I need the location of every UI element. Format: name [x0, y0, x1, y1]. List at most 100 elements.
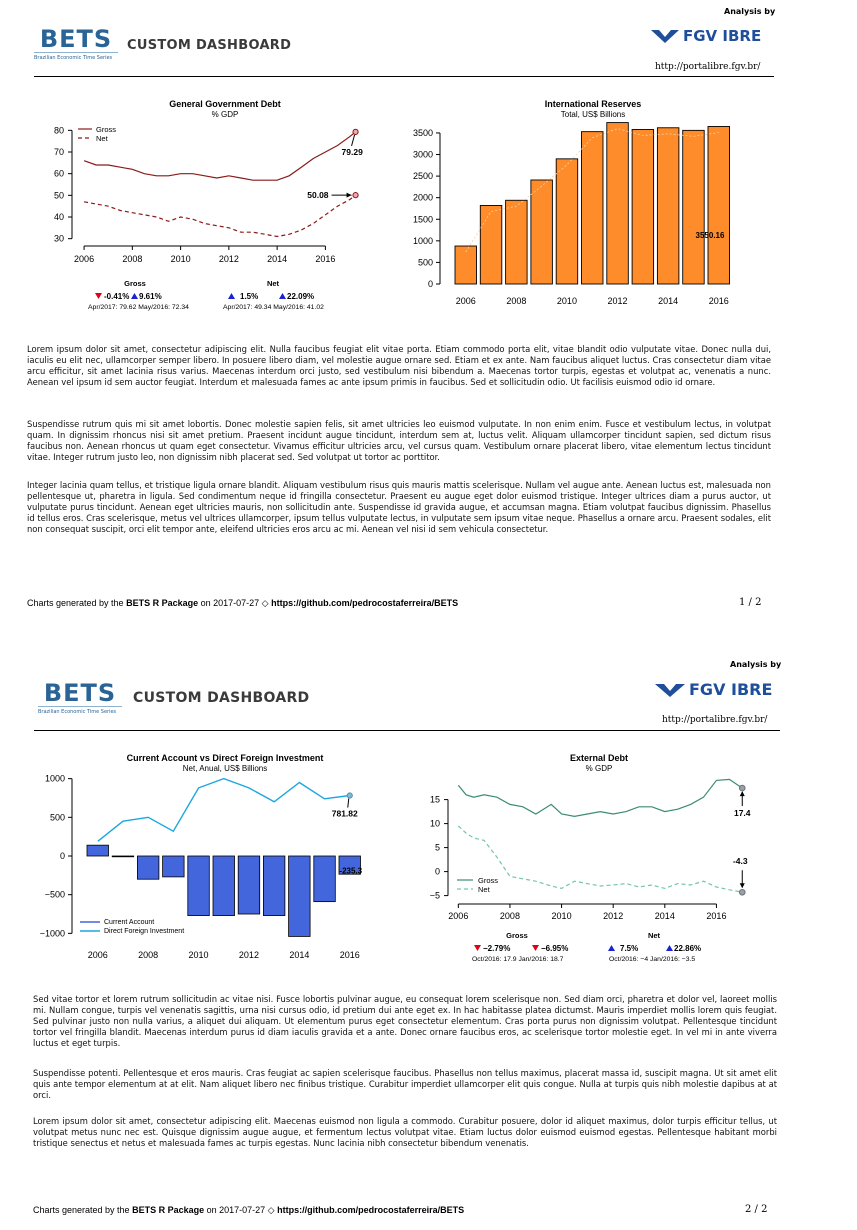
page2-paragraph-3: Lorem ipsum dolor sit amet, consectetur … [33, 1116, 777, 1148]
fgv-ibre-label: FGV IBRE [683, 27, 762, 45]
legend-label-net: Net [478, 885, 491, 894]
y-tick-label: 70 [54, 147, 64, 157]
fgv-chevron-icon [651, 30, 679, 43]
x-tick-label: 2006 [74, 254, 94, 264]
bar-end-label: 3550.16 [696, 231, 725, 240]
fgv-ibre-logo: FGV IBRE [651, 27, 761, 45]
bar-2008 [505, 199, 528, 285]
bets-subtitle: Brazilian Economic Time Series [38, 709, 117, 715]
x-tick-label: 2016 [706, 911, 726, 921]
up-triangle-icon [228, 293, 235, 299]
stats-gross-label: Gross [124, 279, 146, 288]
x-tick-label: 2016 [315, 254, 335, 264]
header-rule [34, 76, 774, 77]
stats-gross-detail: Oct/2016: 17.9 Jan/2016: 18.7 [472, 956, 564, 963]
stats-gross-change-2: 9.61% [139, 292, 162, 301]
y-tick-label: 1500 [413, 214, 433, 224]
y-tick-label: 500 [50, 812, 65, 822]
portal-url[interactable]: http://portalibre.fgv.br/ [662, 715, 768, 725]
bar-2012 [237, 855, 261, 915]
footer-link[interactable]: https://github.com/pedrocostaferreira/BE… [277, 1205, 465, 1215]
chart-subtitle: Net, Anual, US$ Billions [183, 764, 268, 773]
x-tick-label: 2006 [456, 296, 476, 306]
bar-2016 [338, 855, 361, 875]
end-point [738, 888, 746, 896]
x-tick-label: 2014 [267, 254, 287, 264]
x-tick-label: 2008 [138, 950, 158, 960]
y-tick-label: 15 [430, 795, 440, 805]
bar-2010 [555, 158, 579, 285]
footer-package: BETS R Package [132, 1205, 205, 1215]
end-point [352, 192, 359, 199]
y-tick-label: −500 [45, 890, 65, 900]
fgv-ibre-label: FGV IBRE [689, 680, 773, 699]
x-tick-label: 2016 [340, 950, 360, 960]
bar-2013 [262, 855, 286, 916]
stats-net-detail: Apr/2017: 49.34 May/2016: 41.02 [223, 304, 324, 311]
chart-subtitle: % GDP [212, 110, 239, 119]
legend-label-gross: Gross [478, 876, 498, 885]
footer-date: on 2017-07-27 ◇ [206, 1205, 275, 1215]
bar-2007 [111, 855, 135, 858]
x-tick-label: 2012 [603, 911, 623, 921]
portal-url[interactable]: http://portalibre.fgv.br/ [655, 62, 761, 72]
y-tick-label: 0 [428, 279, 433, 289]
down-triangle-icon [95, 293, 102, 299]
footer-prefix: Charts generated by the [33, 1205, 130, 1215]
end-point [346, 792, 353, 799]
y-tick-label: 80 [54, 125, 64, 135]
x-tick-label: 2010 [189, 950, 209, 960]
series-line-gross [83, 131, 356, 181]
bar-2015 [313, 855, 336, 903]
gross-arrowhead [739, 791, 745, 797]
bar-2009 [162, 855, 185, 878]
stats-net-label: Net [648, 931, 661, 940]
up-triangle-icon [131, 293, 138, 299]
up-triangle-icon [279, 293, 286, 299]
down-triangle-icon [474, 945, 481, 951]
header-rule [34, 730, 780, 731]
bar-2014 [288, 855, 311, 937]
footer-link[interactable]: https://github.com/pedrocostaferreira/BE… [271, 598, 459, 608]
y-tick-label: 1000 [45, 774, 65, 784]
bar-2008 [137, 855, 160, 880]
dashboard-title: CUSTOM DASHBOARD [133, 690, 310, 706]
bets-subtitle: Brazilian Economic Time Series [34, 55, 113, 61]
x-tick-label: 2006 [448, 911, 468, 921]
series-line-net [83, 194, 356, 238]
stats-net-label: Net [267, 279, 280, 288]
y-tick-label: 500 [418, 257, 433, 267]
x-tick-label: 2010 [171, 254, 191, 264]
x-tick-label: 2006 [88, 950, 108, 960]
x-tick-label: 2014 [289, 950, 309, 960]
stats-net-change-2: 22.86% [674, 944, 701, 953]
chart-subtitle: Total, US$ Billions [561, 110, 625, 119]
stats-net-change-1: 1.5% [240, 292, 258, 301]
y-tick-label: 3500 [413, 128, 433, 138]
stats-net-change-1: 7.5% [620, 944, 638, 953]
up-triangle-icon [608, 945, 615, 951]
x-tick-label: 2012 [219, 254, 239, 264]
y-tick-label: 10 [430, 819, 440, 829]
bar-2012 [606, 122, 629, 285]
page2-paragraph-1: Sed vitae tortor et lorem rutrum sollici… [33, 994, 777, 1048]
net-arrowhead [739, 883, 745, 889]
fgv-ibre-logo: FGV IBRE [655, 680, 772, 699]
x-tick-label: 2012 [608, 296, 628, 306]
y-tick-label: 0 [60, 851, 65, 861]
bar-2010 [187, 855, 210, 916]
chart-subtitle: % GDP [586, 764, 613, 773]
page1-paragraph-2: Suspendisse rutrum quis mi sit amet lobo… [27, 419, 771, 462]
y-tick-label: 40 [54, 212, 64, 222]
y-tick-label: 5 [435, 843, 440, 853]
chart-title: General Government Debt [169, 99, 281, 109]
y-tick-label: 1000 [413, 236, 433, 246]
down-triangle-icon [532, 945, 539, 951]
x-tick-label: 2010 [552, 911, 572, 921]
bets-word: BETS [43, 679, 117, 707]
bar-2009 [530, 179, 553, 285]
gross-end-label: 17.4 [734, 808, 751, 818]
ca-end-label: -235.3 [339, 867, 362, 876]
bar-2006 [86, 844, 109, 857]
